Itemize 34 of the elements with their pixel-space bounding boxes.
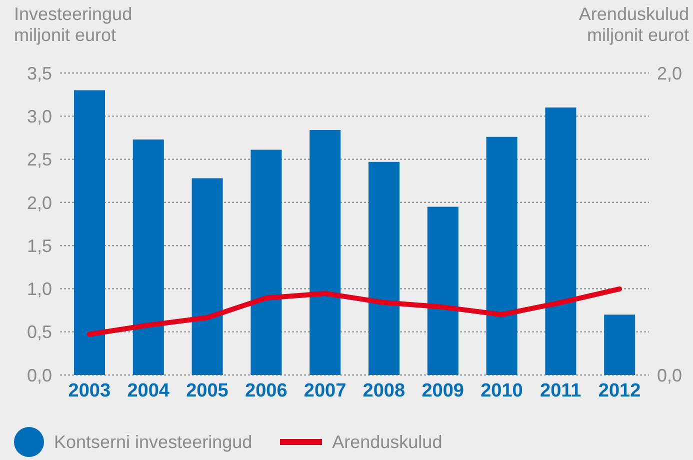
- y2-tick-label: 0,0: [657, 365, 682, 386]
- bar: [545, 108, 576, 375]
- y-tick-label: 3,0: [26, 106, 52, 127]
- bar: [132, 139, 164, 375]
- x-tick-label: 2006: [245, 380, 288, 402]
- bar: [486, 136, 518, 375]
- x-tick-label: 2005: [186, 380, 229, 402]
- x-tick-label: 2003: [68, 380, 111, 402]
- legend-label: Arenduskulud: [332, 432, 442, 452]
- bar: [368, 162, 400, 375]
- y-tick-label: 3,5: [26, 63, 52, 84]
- y2-tick-label: 2,0: [657, 63, 682, 84]
- x-tick-label: 2011: [540, 380, 582, 402]
- legend-label: Kontserni investeeringud: [54, 432, 252, 452]
- bar: [74, 90, 105, 375]
- y-tick-label: 2,0: [26, 192, 52, 213]
- y-tick-label: 2,5: [26, 150, 52, 170]
- x-tick-label: 2008: [362, 380, 406, 402]
- bar: [310, 130, 341, 375]
- bar: [250, 150, 282, 375]
- y-tick-label: 0,0: [26, 365, 52, 386]
- bar: [192, 178, 223, 375]
- x-tick-label: 2010: [480, 380, 523, 402]
- bar: [604, 314, 636, 375]
- x-tick-label: 2004: [127, 380, 170, 402]
- x-tick-label: 2007: [304, 380, 346, 402]
- y2-axis-title: Arenduskulud miljonit eurot: [578, 4, 689, 46]
- x-tick-label: 2012: [598, 380, 641, 402]
- y-tick-label: 1,0: [26, 279, 52, 300]
- y-tick-label: 0,5: [26, 322, 52, 342]
- x-tick-label: 2009: [422, 380, 464, 402]
- bar: [427, 206, 458, 375]
- y-tick-label: 1,5: [26, 236, 52, 256]
- y-axis-title: Investeeringud miljonit eurot: [14, 4, 132, 46]
